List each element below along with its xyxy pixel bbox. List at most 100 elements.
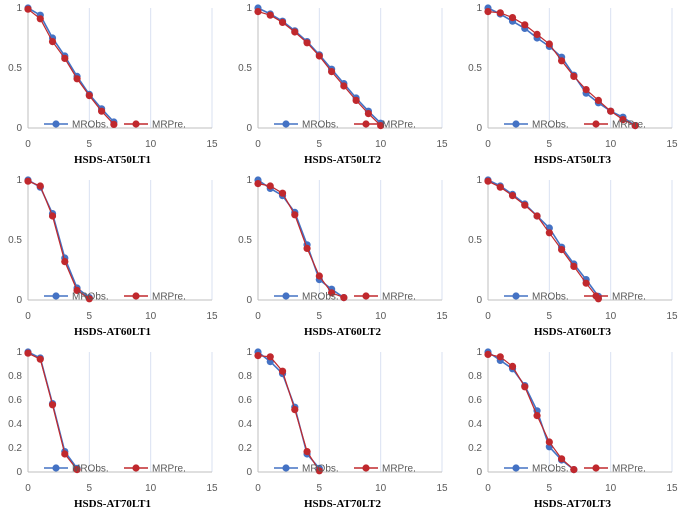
- chart-panel-1: 0 0.5 1 0 5 10 15 MRObs. MRPre. HSDS-AT50LT1: [0, 0, 225, 172]
- data-point-pre: [619, 116, 627, 124]
- series-line-pre: [27, 352, 78, 470]
- y-tick-label: 0.4: [8, 419, 22, 430]
- data-point-pre: [484, 177, 492, 185]
- chart-panel-4: 0 0.5 1 0 5 10 15 MRObs. MRPre. HSDS-AT60LT1: [0, 172, 225, 344]
- data-point-pre: [48, 212, 57, 220]
- legend-label-obs: MRObs.: [72, 464, 109, 475]
- y-tick-label: 0.5: [8, 235, 22, 246]
- data-point-pre: [496, 353, 504, 361]
- data-point-pre: [61, 258, 69, 266]
- data-point-pre: [521, 21, 529, 29]
- legend-marker-obs: [512, 464, 520, 472]
- x-tick-label: 5: [87, 139, 93, 150]
- x-tick-label: 10: [605, 139, 617, 150]
- chart-title: HSDS-AT60LT3: [533, 326, 612, 338]
- x-tick-label: 5: [547, 311, 553, 322]
- chart-title: HSDS-AT50LT2: [303, 154, 382, 166]
- legend-marker-obs: [52, 464, 60, 472]
- data-point-pre: [496, 183, 504, 191]
- x-tick-label: 5: [317, 311, 323, 322]
- data-point-pre: [315, 467, 323, 475]
- y-tick-label: 0.2: [468, 443, 482, 454]
- data-point-pre: [278, 18, 287, 26]
- data-point-pre: [110, 120, 118, 128]
- x-tick-label: 0: [255, 311, 261, 322]
- data-point-pre: [36, 355, 44, 363]
- data-point-pre: [48, 38, 57, 46]
- data-point-pre: [533, 412, 541, 420]
- data-point-pre: [315, 272, 323, 280]
- series-line-obs: [27, 351, 78, 469]
- y-tick-label: 1: [246, 3, 252, 14]
- chart-panel-6: 0 0.5 1 0 5 10 15 MRObs. MRPre. HSDS-AT60LT3: [460, 172, 685, 344]
- data-point-pre: [607, 107, 615, 115]
- legend-label-pre: MRPre.: [382, 120, 416, 131]
- x-tick-label: 10: [605, 311, 617, 322]
- chart-panel-7: 0 0.2 0.4 0.6 0.8 1 0 5 10 15 MRObs. MRPre. HSDS-AT7…: [0, 344, 225, 516]
- y-tick-label: 1: [246, 175, 252, 186]
- data-point-pre: [570, 262, 578, 270]
- legend-label-pre: MRPre.: [152, 464, 186, 475]
- series-line-pre: [487, 353, 575, 471]
- y-tick-label: 0.5: [468, 235, 482, 246]
- data-point-pre: [303, 39, 311, 47]
- y-tick-label: 1: [476, 175, 482, 186]
- data-point-pre: [364, 110, 372, 118]
- legend-label-obs: MRObs.: [72, 292, 109, 303]
- x-tick-label: 0: [25, 483, 31, 494]
- chart-title: HSDS-AT70LT1: [73, 498, 152, 510]
- legend-marker-obs: [52, 120, 60, 128]
- chart-title: HSDS-AT60LT1: [73, 326, 152, 338]
- legend-label-obs: MRObs.: [532, 120, 569, 131]
- y-tick-label: 0.8: [238, 371, 252, 382]
- data-point-pre: [266, 182, 274, 190]
- series-line-obs: [487, 179, 600, 297]
- chart-title: HSDS-AT70LT2: [303, 498, 382, 510]
- x-tick-label: 0: [255, 139, 261, 150]
- chart-title: HSDS-AT70LT3: [533, 498, 612, 510]
- data-point-pre: [533, 30, 541, 38]
- legend-label-pre: MRPre.: [152, 120, 186, 131]
- x-tick-label: 5: [547, 139, 553, 150]
- data-point-pre: [508, 192, 517, 200]
- x-tick-label: 5: [317, 139, 323, 150]
- data-point-pre: [291, 211, 299, 219]
- data-point-pre: [73, 466, 81, 474]
- x-tick-label: 15: [436, 139, 448, 150]
- x-tick-label: 10: [375, 483, 387, 494]
- data-point-pre: [291, 406, 299, 414]
- legend-marker-pre: [362, 120, 370, 128]
- data-point-pre: [85, 92, 93, 100]
- legend-marker-pre: [592, 292, 600, 300]
- y-tick-label: 1: [16, 3, 22, 14]
- chart-panel-9: 0 0.2 0.4 0.6 0.8 1 0 5 10 15 MRObs. MRPre. HSDS-AT7…: [460, 344, 685, 516]
- data-point-pre: [36, 182, 44, 190]
- legend-marker-obs: [282, 120, 290, 128]
- data-point-pre: [484, 350, 492, 358]
- data-point-pre: [73, 286, 81, 294]
- y-tick-label: 0.4: [468, 419, 482, 430]
- series-line-obs: [27, 7, 115, 123]
- data-point-pre: [303, 244, 311, 252]
- chart-panel-2: 0 0.5 1 0 5 10 15 MRObs. MRPre. HSDS-AT50LT2: [230, 0, 455, 172]
- legend-label-pre: MRPre.: [382, 464, 416, 475]
- legend-marker-pre: [362, 292, 370, 300]
- data-point-pre: [24, 177, 32, 185]
- chart-panel-8: 0 0.2 0.4 0.6 0.8 1 0 5 10 15 MRObs. MRPre. HSDS-AT7…: [230, 344, 455, 516]
- x-tick-label: 0: [485, 311, 491, 322]
- data-point-pre: [582, 86, 590, 94]
- y-tick-label: 0: [16, 295, 22, 306]
- y-tick-label: 0.5: [468, 63, 482, 74]
- data-point-pre: [254, 180, 262, 188]
- data-point-pre: [570, 72, 578, 80]
- data-point-pre: [328, 289, 336, 297]
- data-point-pre: [61, 450, 69, 458]
- legend-label-obs: MRObs.: [532, 464, 569, 475]
